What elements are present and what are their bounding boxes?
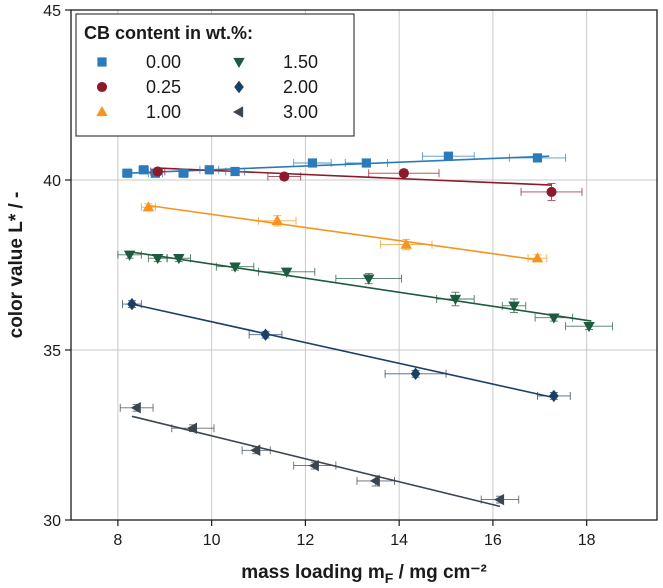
legend-item-0-00-label: 0.00 [146, 52, 181, 72]
series-1-50-point [123, 250, 136, 261]
series-0-25-point [152, 166, 163, 177]
series-3-00-point [130, 402, 141, 414]
x-axis-label-main: mass loading m [241, 562, 385, 583]
x-tick-label: 10 [203, 532, 221, 549]
series-0-25-point [398, 168, 409, 179]
x-axis-label-units: / mg cm⁻² [393, 562, 486, 583]
series-0-00-point [139, 165, 149, 175]
y-tick-label: 40 [43, 173, 61, 190]
x-tick-label: 18 [578, 532, 596, 549]
series-1-50-point [229, 262, 241, 273]
series-0-00-point [532, 153, 543, 163]
series-3-00-fit-line [131, 415, 501, 508]
series-1-50-point [151, 254, 164, 265]
series-3-00-point [493, 493, 505, 506]
series-2-00-point [410, 367, 421, 381]
legend-item-1-50-label: 1.50 [283, 52, 318, 72]
series-0-25-fit-line [157, 167, 552, 186]
legend-box [75, 13, 355, 137]
legend-title: CB content in wt.%: [84, 23, 253, 43]
series-1-00-point [400, 238, 412, 249]
series-1-50-point [173, 254, 185, 265]
series-1-50-point [508, 301, 520, 312]
series-0-25-point [279, 171, 290, 182]
y-tick-label: 35 [43, 343, 61, 360]
series-1-50-point [362, 274, 375, 285]
legend-item-1-00-marker [96, 106, 108, 117]
plot-frame [70, 9, 658, 521]
series-2-00-point [549, 389, 559, 403]
series-0-00-fit-line [127, 155, 550, 174]
x-axis-label: mass loading mF / mg cm⁻² [241, 562, 487, 586]
series-0-00-point [307, 158, 318, 168]
series-1-00-point [531, 252, 544, 263]
series-1-00-point [142, 201, 155, 212]
series-1-00-point [271, 214, 284, 225]
series-2-00-fit-line [131, 303, 555, 399]
series-0-00-point [122, 168, 132, 178]
series-3-00-point [369, 475, 380, 487]
y-tick-label: 45 [43, 3, 61, 20]
x-axis-label-subscript: F [385, 570, 394, 586]
series-3-00-point [186, 422, 198, 434]
legend-item-3-00-marker [233, 106, 244, 118]
series-3-00-point [250, 444, 261, 457]
y-tick-label: 30 [43, 513, 61, 530]
axis-ticks: 8 10 12 14 16 18 30 35 40 45 [43, 3, 595, 549]
series-0-25-point [546, 186, 557, 197]
legend-item-0-00-marker [97, 57, 107, 67]
x-tick-label: 16 [484, 532, 502, 549]
series-0-00-point [443, 151, 453, 161]
fit-lines [127, 155, 592, 508]
series-1-50-fit-line [127, 250, 592, 322]
series-2-00-point [260, 328, 271, 341]
data-markers [122, 151, 595, 506]
legend-item-2-00-label: 2.00 [283, 77, 318, 97]
y-axis-label: color value L* / - [6, 192, 27, 339]
series-3-00-point [308, 459, 319, 472]
legend-item-3-00-label: 3.00 [283, 102, 318, 122]
series-0-00-point [361, 158, 371, 168]
x-tick-label: 12 [297, 532, 315, 549]
legend-item-0-25-marker [96, 81, 108, 93]
x-tick-label: 8 [113, 532, 122, 549]
series-1-50-point [583, 322, 595, 333]
legend-items: 0.00 0.25 1.00 1.50 2.00 3.00 [96, 52, 318, 122]
series-0-00-point [178, 168, 189, 178]
x-tick-label: 14 [390, 532, 408, 549]
series-1-50-point [449, 294, 462, 305]
series-1-00-fit-line [148, 204, 538, 261]
series-1-50-point [548, 313, 560, 324]
legend-item-1-00-label: 1.00 [146, 102, 181, 122]
series-0-00-point [204, 165, 214, 175]
legend-item-2-00-marker [234, 80, 244, 94]
series-1-50-point [280, 267, 293, 278]
legend-item-1-50-marker [233, 57, 245, 68]
legend: CB content in wt.%: 0.00 0.25 1.00 1.50 2.00… [75, 13, 355, 137]
series-2-00-point [127, 297, 137, 311]
series-0-00-point [230, 166, 240, 177]
legend-item-0-25-label: 0.25 [146, 77, 181, 97]
error-bars [117, 152, 613, 504]
